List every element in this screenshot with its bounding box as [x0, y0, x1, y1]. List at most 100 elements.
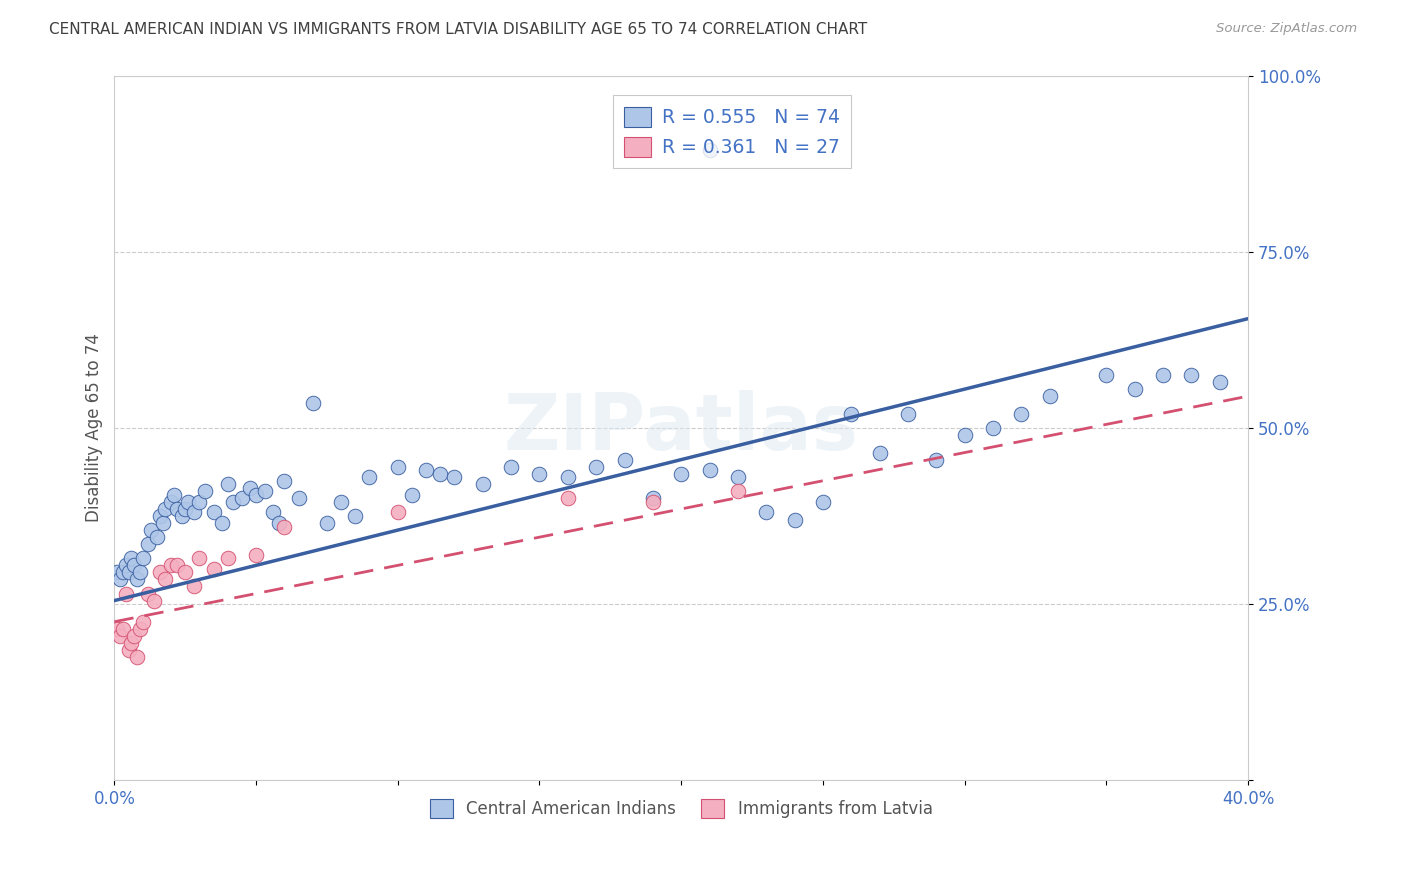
Point [146, 530, 169, 544]
Point [174, 502, 197, 516]
Point [149, 508, 172, 523]
Point [217, 477, 239, 491]
Point [811, 495, 834, 509]
Point [839, 407, 862, 421]
Point [125, 650, 148, 665]
Point [557, 470, 579, 484]
Point [222, 495, 245, 509]
Point [267, 516, 290, 530]
Point [122, 558, 145, 573]
Point [401, 488, 423, 502]
Point [262, 506, 284, 520]
Point [114, 586, 136, 600]
Point [359, 470, 381, 484]
Point [188, 495, 211, 509]
Point [132, 551, 155, 566]
Point [105, 566, 128, 580]
Point [981, 421, 1004, 435]
Point [138, 586, 160, 600]
Point [613, 452, 636, 467]
Point [202, 562, 225, 576]
Point [1208, 375, 1230, 389]
Point [1095, 368, 1118, 382]
Point [217, 551, 239, 566]
Point [245, 488, 267, 502]
Point [755, 506, 778, 520]
Point [129, 566, 152, 580]
Point [194, 484, 217, 499]
Text: Source: ZipAtlas.com: Source: ZipAtlas.com [1216, 22, 1357, 36]
Y-axis label: Disability Age 65 to 74: Disability Age 65 to 74 [86, 334, 103, 523]
Point [108, 629, 131, 643]
Legend: Central American Indians, Immigrants from Latvia: Central American Indians, Immigrants fro… [423, 793, 939, 825]
Point [117, 643, 139, 657]
Point [155, 573, 177, 587]
Point [149, 566, 172, 580]
Point [174, 566, 197, 580]
Point [1039, 389, 1062, 403]
Point [163, 488, 186, 502]
Point [585, 459, 607, 474]
Point [897, 407, 920, 421]
Point [529, 467, 551, 481]
Point [501, 459, 523, 474]
Point [138, 537, 160, 551]
Point [172, 508, 194, 523]
Point [727, 470, 749, 484]
Point [245, 548, 267, 562]
Point [387, 506, 409, 520]
Point [1010, 407, 1032, 421]
Point [211, 516, 233, 530]
Point [166, 502, 188, 516]
Point [344, 508, 367, 523]
Point [429, 467, 451, 481]
Point [141, 523, 163, 537]
Point [111, 566, 134, 580]
Point [183, 506, 205, 520]
Point [330, 495, 353, 509]
Point [122, 629, 145, 643]
Point [301, 396, 323, 410]
Point [287, 491, 309, 506]
Point [699, 143, 721, 157]
Point [727, 484, 749, 499]
Point [231, 491, 253, 506]
Point [925, 452, 948, 467]
Point [557, 491, 579, 506]
Point [316, 516, 339, 530]
Point [239, 481, 262, 495]
Point [273, 519, 295, 533]
Point [188, 551, 211, 566]
Point [699, 463, 721, 477]
Point [108, 573, 131, 587]
Point [120, 551, 142, 566]
Point [783, 512, 806, 526]
Point [177, 495, 200, 509]
Text: CENTRAL AMERICAN INDIAN VS IMMIGRANTS FROM LATVIA DISABILITY AGE 65 TO 74 CORREL: CENTRAL AMERICAN INDIAN VS IMMIGRANTS FR… [49, 22, 868, 37]
Point [273, 474, 295, 488]
Point [129, 622, 152, 636]
Point [202, 506, 225, 520]
Point [869, 445, 891, 459]
Point [125, 573, 148, 587]
Point [155, 502, 177, 516]
Point [120, 636, 142, 650]
Point [160, 495, 183, 509]
Text: ZIPatlas: ZIPatlas [503, 390, 859, 466]
Point [471, 477, 494, 491]
Point [160, 558, 183, 573]
Point [183, 579, 205, 593]
Point [641, 491, 664, 506]
Point [166, 558, 188, 573]
Point [641, 495, 664, 509]
Point [111, 622, 134, 636]
Point [143, 593, 166, 607]
Point [152, 516, 174, 530]
Point [443, 470, 465, 484]
Point [953, 428, 976, 442]
Point [387, 459, 409, 474]
Point [1152, 368, 1174, 382]
Point [132, 615, 155, 629]
Point [1180, 368, 1202, 382]
Point [114, 558, 136, 573]
